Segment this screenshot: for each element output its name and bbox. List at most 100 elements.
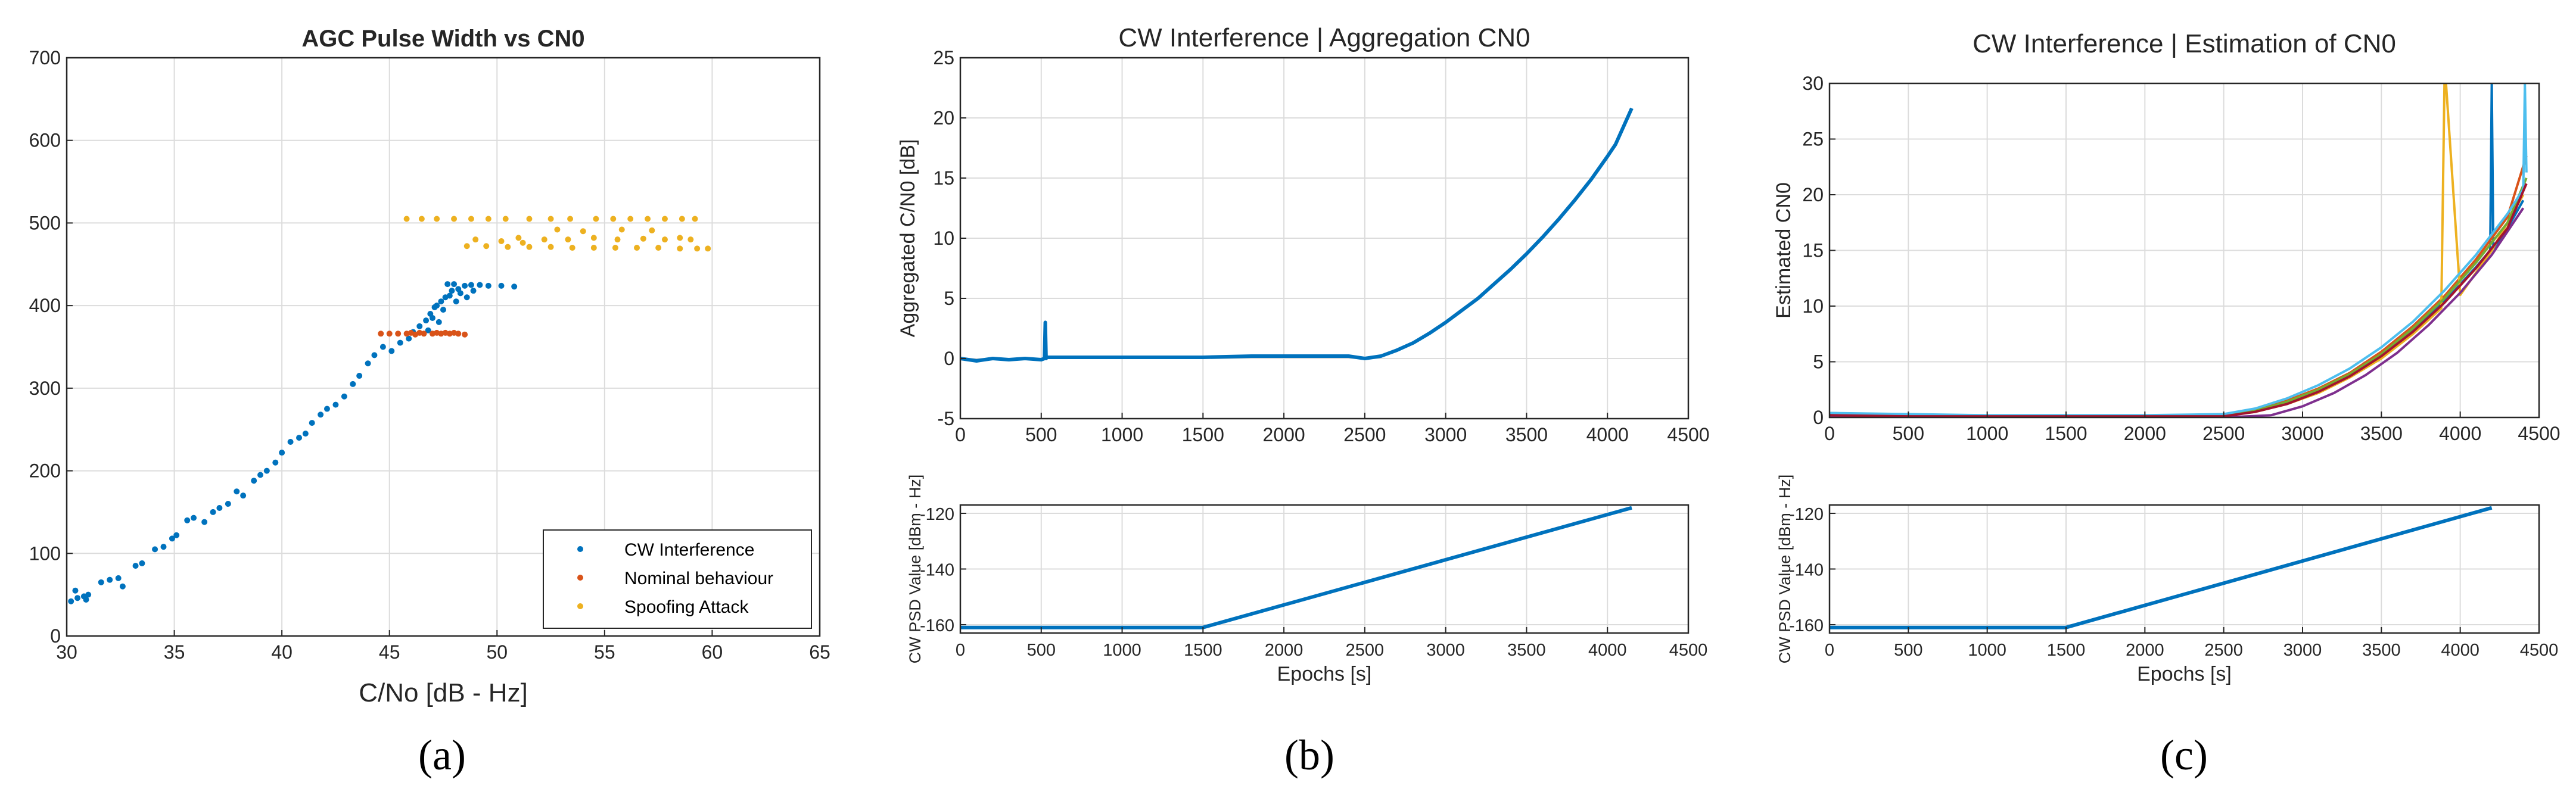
scatter-point-spoofing-attack — [687, 236, 694, 243]
y-tick-label: 700 — [29, 47, 61, 68]
scatter-point-cw-interference — [468, 282, 474, 288]
y-axis-label: Aggregated C/N0 [dB] — [897, 139, 919, 338]
legend-label: Nominal behaviour — [624, 569, 773, 588]
scatter-point-cw-interference — [388, 348, 395, 354]
x-tick-label: 65 — [809, 641, 830, 663]
chart-3: 0 500 1000 1500 2000 2500 3000 3500 4000 4500 0 5 10… — [1772, 29, 2561, 444]
x-tick-label: 2500 — [1343, 424, 1386, 445]
scatter-point-cw-interference — [423, 317, 430, 324]
scatter-point-cw-interference — [453, 298, 459, 305]
scatter-point-nominal-behaviour — [462, 331, 468, 338]
scatter-point-spoofing-attack — [614, 236, 621, 243]
y-tick-label: 20 — [1802, 184, 1824, 205]
scatter-point-cw-interference — [173, 532, 180, 538]
scatter-point-cw-interference — [449, 288, 455, 294]
series-line-ch7 — [1830, 183, 2528, 417]
scatter-point-spoofing-attack — [679, 216, 685, 222]
scatter-point-spoofing-attack — [483, 243, 490, 250]
scatter-point-spoofing-attack — [677, 245, 683, 252]
data-layer — [960, 107, 1634, 363]
y-tick-label: 0 — [50, 625, 61, 647]
x-tick-label: 2500 — [2204, 641, 2243, 660]
x-tick-label: 4500 — [1669, 641, 1708, 660]
scatter-point-cw-interference — [416, 323, 423, 329]
scatter-point-spoofing-attack — [677, 235, 683, 241]
scatter-point-cw-interference — [462, 282, 468, 289]
scatter-point-cw-interference — [68, 598, 74, 604]
axes-frame — [66, 57, 821, 637]
y-tick-label: 500 — [29, 212, 61, 233]
y-tick-label: 0 — [1813, 407, 1824, 428]
y-tick-label: 0 — [944, 348, 954, 369]
scatter-point-spoofing-attack — [655, 245, 662, 251]
scatter-point-spoofing-attack — [526, 244, 533, 250]
scatter-point-spoofing-attack — [593, 216, 599, 222]
scatter-point-spoofing-attack — [485, 216, 491, 222]
scatter-point-spoofing-attack — [645, 216, 651, 222]
scatter-point-spoofing-attack — [498, 238, 505, 244]
y-tick-label: 10 — [1802, 295, 1824, 317]
scatter-point-spoofing-attack — [451, 216, 458, 222]
scatter-point-cw-interference — [371, 352, 378, 358]
scatter-point-cw-interference — [210, 509, 216, 515]
y-tick-label: 5 — [1813, 351, 1824, 373]
scatter-point-nominal-behaviour — [416, 329, 423, 336]
chart-4: 0 500 1000 1500 2000 2500 3000 3500 4000 4500 -160… — [1776, 475, 2558, 685]
x-tick-label: 1500 — [2045, 423, 2087, 444]
data-layer — [1830, 83, 2528, 417]
scatter-point-spoofing-attack — [526, 216, 533, 222]
x-tick-label: 2500 — [2202, 423, 2245, 444]
scatter-point-spoofing-attack — [468, 216, 474, 222]
y-tick-label: -140 — [1789, 561, 1824, 580]
scatter-point-cw-interference — [184, 517, 191, 523]
legend: CW Interference Nominal behaviour Spoofing… — [543, 529, 812, 629]
x-tick-label: 4000 — [2441, 641, 2479, 660]
scatter-point-spoofing-attack — [547, 216, 554, 222]
y-tick-label: 100 — [29, 543, 61, 564]
scatter-point-cw-interference — [225, 501, 231, 507]
scatter-point-cw-interference — [115, 575, 122, 581]
x-tick-label: 45 — [379, 641, 400, 663]
scatter-point-spoofing-attack — [541, 236, 547, 243]
scatter-point-cw-interference — [272, 459, 279, 466]
scatter-point-spoofing-attack — [590, 245, 597, 251]
scatter-point-cw-interference — [425, 327, 431, 333]
scatter-point-nominal-behaviour — [395, 331, 402, 337]
scatter-point-cw-interference — [251, 478, 257, 484]
scatter-point-cw-interference — [139, 560, 145, 566]
scatter-point-cw-interference — [152, 546, 158, 553]
x-tick-label: 3000 — [1424, 424, 1467, 445]
scatter-point-cw-interference — [160, 544, 167, 550]
scatter-point-cw-interference — [132, 563, 139, 569]
x-tick-label: 2000 — [1263, 424, 1305, 445]
scatter-point-cw-interference — [83, 596, 89, 603]
scatter-point-spoofing-attack — [519, 239, 526, 246]
y-tick-label: -5 — [938, 408, 954, 429]
scatter-point-cw-interference — [341, 393, 347, 400]
scatter-point-cw-interference — [444, 281, 451, 288]
x-tick-label: 2000 — [2124, 423, 2166, 444]
scatter-point-cw-interference — [440, 307, 446, 313]
scatter-point-cw-interference — [234, 488, 240, 495]
scatter-point-cw-interference — [477, 282, 483, 288]
y-tick-label: 15 — [933, 167, 954, 189]
scatter-point-spoofing-attack — [661, 236, 668, 243]
x-tick-label: 3500 — [2362, 641, 2401, 660]
y-tick-label: -160 — [1789, 616, 1824, 635]
scatter-point-spoofing-attack — [547, 244, 554, 250]
scatter-point-spoofing-attack — [610, 216, 617, 222]
y-axis-label: CW PSD Value [dBm - Hz] — [906, 475, 924, 664]
x-tick-label: 3500 — [2360, 423, 2403, 444]
x-axis-label: Epochs [s] — [2137, 663, 2232, 685]
x-tick-label: 4500 — [2520, 641, 2559, 660]
scatter-point-cw-interference — [201, 519, 208, 525]
x-tick-label: 4000 — [2439, 423, 2481, 444]
legend-marker — [577, 546, 583, 552]
x-tick-label: 3000 — [2283, 641, 2322, 660]
scatter-point-cw-interference — [72, 587, 79, 594]
x-tick-label: 500 — [1025, 424, 1057, 445]
chart-title: CW Interference | Aggregation CN0 — [1118, 23, 1530, 52]
legend-label: CW Interference — [624, 540, 754, 560]
scatter-point-cw-interference — [511, 283, 518, 290]
scatter-point-spoofing-attack — [705, 245, 711, 252]
